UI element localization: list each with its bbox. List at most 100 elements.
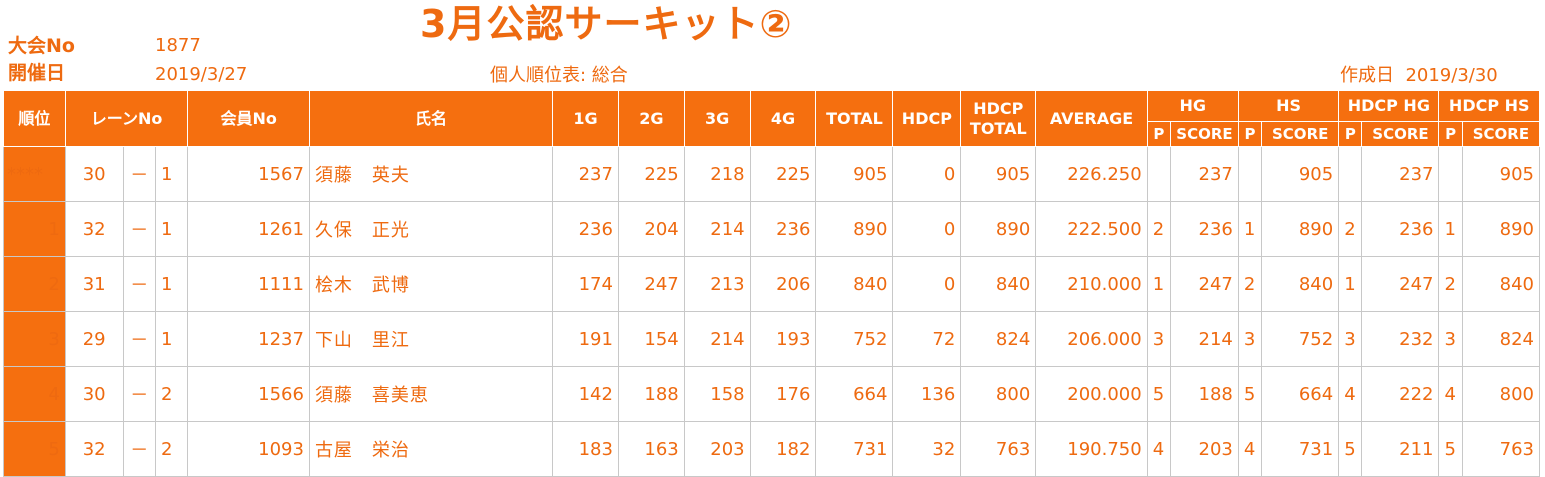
page-title: 3月公認サーキット② [420, 2, 793, 46]
cell-game-1: 174 [552, 256, 619, 312]
cell-hg-p: 3 [1146, 311, 1172, 367]
table-row: 5 32 － 2 1093 古屋 栄治 183 163 203 182 731 32 763 190.75… [3, 421, 1541, 477]
col-hdcp-hg-p: P [1338, 121, 1363, 147]
cell-total: 752 [815, 311, 894, 367]
col-game-4: 4G [749, 90, 817, 147]
cell-hg-score: 236 [1170, 201, 1239, 257]
report-subtitle: 個人順位表: 総合 [490, 65, 628, 86]
table-row: 1 32 － 1 1261 久保 正光 236 204 214 236 890 0 890 222.500… [3, 201, 1541, 257]
cell-average: 222.500 [1035, 201, 1148, 257]
cell-hdcp-hs-score: 840 [1461, 256, 1541, 312]
cell-lane-separator: － [122, 311, 156, 367]
cell-rank: 5 [3, 421, 66, 477]
cell-game-2: 247 [617, 256, 685, 312]
date-label: 開催日 [8, 62, 66, 84]
cell-lane: 30 [64, 366, 124, 422]
col-hdcp: HDCP [892, 90, 962, 147]
cell-hdcp-hg-p: 4 [1338, 366, 1363, 422]
cell-total: 840 [815, 256, 894, 312]
table-row: 4 30 － 2 1566 須藤 喜美恵 142 188 158 176 664 136 800 200.… [3, 366, 1541, 422]
cell-hdcp-hs-p: 4 [1438, 366, 1463, 422]
cell-hs-score: 752 [1261, 311, 1340, 367]
cell-hdcp-hg-score: 211 [1361, 421, 1440, 477]
cell-average: 200.000 [1035, 366, 1148, 422]
cell-game-1: 237 [552, 146, 619, 202]
col-hdcp-hg: HDCP HG [1338, 90, 1440, 122]
col-hdcp-hs-score: SCORE [1461, 121, 1541, 147]
col-hg-p: P [1146, 121, 1172, 147]
cell-member-no: 1566 [187, 366, 310, 422]
cell-member-no: 1237 [187, 311, 310, 367]
cell-hdcp: 136 [892, 366, 962, 422]
cell-hdcp-hg-score: 222 [1361, 366, 1440, 422]
table-row: 3 29 － 1 1237 下山 里江 191 154 214 193 752 72 824 206.00… [3, 311, 1541, 367]
cell-member-no: 1093 [187, 421, 310, 477]
cell-hdcp-hg-score: 236 [1361, 201, 1440, 257]
cell-game-1: 191 [552, 311, 619, 367]
cell-hdcp: 0 [892, 201, 962, 257]
col-rank: 順位 [3, 90, 66, 147]
col-member-no: 会員No [187, 90, 310, 147]
col-hs-p: P [1237, 121, 1263, 147]
cell-average: 210.000 [1035, 256, 1148, 312]
cell-game-1: 236 [552, 201, 619, 257]
cell-lane-sub: 2 [154, 421, 189, 477]
ranking-rows: **** 30 － 1 1567 須藤 英夫 237 225 218 225 905 0 905 226.… [3, 146, 1541, 477]
cell-hg-p: 5 [1146, 366, 1172, 422]
cell-game-3: 214 [683, 311, 751, 367]
col-hdcp-hg-score: SCORE [1361, 121, 1440, 147]
cell-hdcp-hs-score: 824 [1461, 311, 1541, 367]
col-hdcp-total: HDCP TOTAL [960, 90, 1037, 147]
col-average: AVERAGE [1035, 90, 1148, 147]
col-hdcp-hs-p: P [1438, 121, 1463, 147]
cell-hdcp-hg-score: 247 [1361, 256, 1440, 312]
cell-member-no: 1261 [187, 201, 310, 257]
col-name: 氏名 [308, 90, 554, 147]
cell-lane-separator: － [122, 146, 156, 202]
cell-average: 190.750 [1035, 421, 1148, 477]
table-row: 2 31 － 1 1111 桧木 武博 174 247 213 206 840 0 840 210.000… [3, 256, 1541, 312]
cell-hg-score: 214 [1170, 311, 1239, 367]
cell-name: 桧木 武博 [308, 256, 554, 312]
cell-rank: 3 [3, 311, 66, 367]
cell-hg-score: 203 [1170, 421, 1239, 477]
col-hdcp-hs: HDCP HS [1438, 90, 1540, 122]
cell-hdcp-hs-score: 905 [1461, 146, 1541, 202]
cell-hdcp-hg-p: 3 [1338, 311, 1363, 367]
cell-game-2: 204 [617, 201, 685, 257]
cell-game-1: 183 [552, 421, 619, 477]
cell-lane-separator: － [122, 366, 156, 422]
cell-hdcp-hg-p: 5 [1338, 421, 1363, 477]
cell-lane: 30 [64, 146, 124, 202]
created-date: 2019/3/30 [1405, 65, 1498, 86]
cell-hs-p: 5 [1237, 366, 1263, 422]
cell-lane-separator: － [122, 256, 156, 312]
cell-hdcp-hs-score: 800 [1461, 366, 1541, 422]
cell-hs-score: 664 [1261, 366, 1340, 422]
cell-hdcp-total: 763 [960, 421, 1037, 477]
cell-lane-separator: － [122, 201, 156, 257]
cell-hdcp: 0 [892, 256, 962, 312]
cell-game-2: 154 [617, 311, 685, 367]
cell-total: 890 [815, 201, 894, 257]
col-game-1: 1G [552, 90, 619, 147]
cell-hg-p: 2 [1146, 201, 1172, 257]
cell-hdcp: 32 [892, 421, 962, 477]
cell-hs-score: 840 [1261, 256, 1340, 312]
cell-hs-p: 3 [1237, 311, 1263, 367]
cell-game-3: 203 [683, 421, 751, 477]
cell-average: 226.250 [1035, 146, 1148, 202]
cell-game-4: 182 [749, 421, 817, 477]
cell-lane-sub: 1 [154, 256, 189, 312]
tournament-no: 1877 [155, 35, 201, 56]
cell-rank: 1 [3, 201, 66, 257]
cell-hdcp-total: 890 [960, 201, 1037, 257]
cell-game-4: 236 [749, 201, 817, 257]
tournament-no-label: 大会No [8, 35, 75, 57]
cell-hg-score: 188 [1170, 366, 1239, 422]
created-date-line: 作成日 2019/3/30 [1340, 65, 1498, 87]
event-date: 2019/3/27 [155, 64, 248, 85]
subheader-row: P SCORE P SCORE P SCORE P SCORE [4, 121, 1541, 147]
cell-total: 664 [815, 366, 894, 422]
cell-game-4: 206 [749, 256, 817, 312]
